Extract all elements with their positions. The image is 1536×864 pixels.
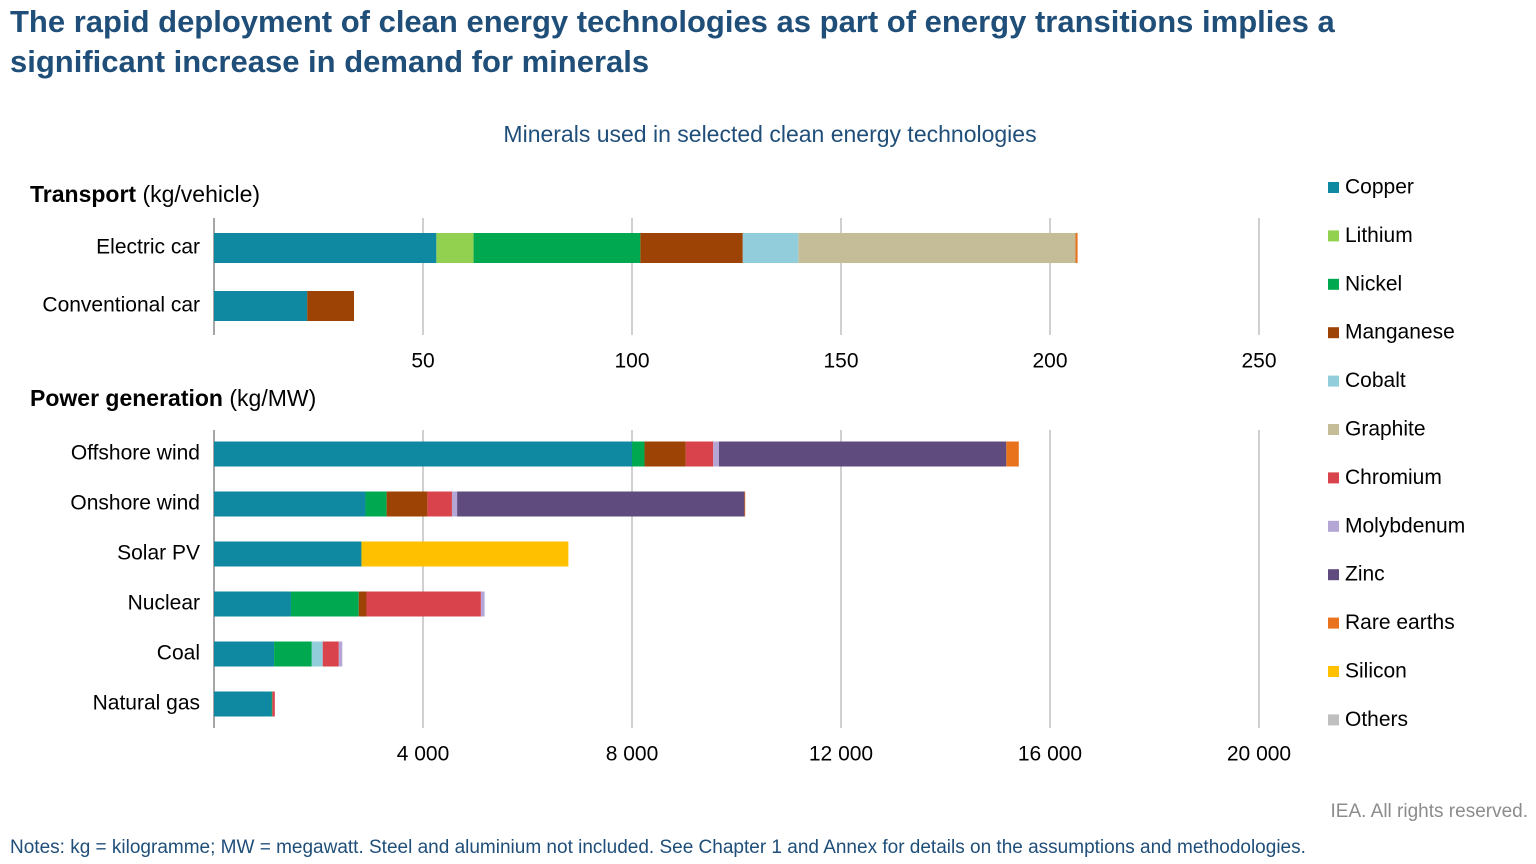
bar-segment xyxy=(644,441,686,467)
bar-segment xyxy=(214,591,291,617)
legend-label: Molybdenum xyxy=(1345,514,1465,537)
legend-label: Copper xyxy=(1345,176,1414,199)
legend-swatch xyxy=(1328,230,1339,242)
bar-segment xyxy=(427,491,452,517)
bar-segment xyxy=(718,441,1007,467)
x-tick-label: 16 000 xyxy=(1018,743,1082,766)
bar-segment xyxy=(451,491,458,517)
legend-label: Cobalt xyxy=(1345,369,1406,392)
bar-segment xyxy=(307,291,355,321)
legend-swatch xyxy=(1328,666,1339,677)
bar-segment xyxy=(742,233,799,263)
category-label: Conventional car xyxy=(42,294,200,317)
bar-segment xyxy=(311,641,323,667)
bar-segment xyxy=(322,641,339,667)
bar-segment xyxy=(214,491,366,517)
panel-unit: (kg/vehicle) xyxy=(142,181,260,207)
bar-segment xyxy=(274,641,312,667)
bar-segment xyxy=(457,491,745,517)
legend-swatch xyxy=(1328,714,1339,726)
legend-swatch xyxy=(1328,569,1339,581)
bar-segment xyxy=(271,691,273,717)
bar-segment xyxy=(214,691,272,717)
x-tick-label: 12 000 xyxy=(809,743,873,766)
notes: Notes: kg = kilogramme; MW = megawatt. S… xyxy=(10,837,1306,858)
category-label: Natural gas xyxy=(93,692,200,715)
bar-segment xyxy=(214,641,275,667)
legend-label: Rare earths xyxy=(1345,611,1455,634)
bar-segment xyxy=(214,541,362,567)
x-tick-label: 200 xyxy=(1032,350,1067,373)
bar-segment xyxy=(290,591,359,617)
category-label: Electric car xyxy=(96,236,200,259)
panel-unit: (kg/MW) xyxy=(229,385,316,411)
panel-title: Transport (kg/vehicle) xyxy=(30,181,260,207)
category-label: Offshore wind xyxy=(71,442,200,465)
category-label: Nuclear xyxy=(128,592,200,615)
x-tick-label: 250 xyxy=(1241,350,1276,373)
x-tick-label: 20 000 xyxy=(1227,743,1291,766)
headline: The rapid deployment of clean energy tec… xyxy=(10,4,1335,79)
bar-segment xyxy=(632,441,645,467)
category-label: Onshore wind xyxy=(70,492,200,515)
bar-segment xyxy=(685,441,714,467)
legend-swatch xyxy=(1328,520,1339,532)
bar-segment xyxy=(214,441,632,467)
bar-segment xyxy=(798,233,1076,263)
bar-segment xyxy=(640,233,743,263)
legend-label: Zinc xyxy=(1345,563,1385,586)
legend-label: Others xyxy=(1345,708,1408,731)
panel-name: Transport xyxy=(30,181,136,207)
bar-segment xyxy=(1006,441,1019,467)
category-label: Solar PV xyxy=(117,542,200,565)
legend-swatch xyxy=(1328,617,1339,629)
bar-segment xyxy=(361,541,569,567)
bar-segment xyxy=(366,591,481,617)
bar-segment xyxy=(358,591,367,617)
legend-label: Lithium xyxy=(1345,224,1413,247)
bar-segment xyxy=(214,233,437,263)
bar-segment xyxy=(1075,233,1078,263)
bar-segment xyxy=(272,691,275,717)
legend-label: Chromium xyxy=(1345,466,1442,489)
legend-label: Graphite xyxy=(1345,418,1426,441)
subtitle: Minerals used in selected clean energy t… xyxy=(503,121,1036,147)
legend-swatch xyxy=(1328,327,1339,339)
bar-segment xyxy=(473,233,641,263)
bar-segment xyxy=(214,291,308,321)
legend-swatch xyxy=(1328,424,1339,435)
legend-swatch xyxy=(1328,182,1339,193)
bar-segment xyxy=(365,491,387,517)
bar-segment xyxy=(744,491,746,517)
bar-segment xyxy=(480,591,485,617)
legend-label: Manganese xyxy=(1345,321,1455,344)
x-tick-label: 50 xyxy=(411,350,434,373)
x-tick-label: 8 000 xyxy=(606,743,659,766)
legend-label: Silicon xyxy=(1345,660,1407,683)
legend-label: Nickel xyxy=(1345,272,1402,295)
bar-segment xyxy=(386,491,428,517)
bar-segment xyxy=(338,641,343,667)
credit: IEA. All rights reserved. xyxy=(1331,801,1528,822)
panel-name: Power generation xyxy=(30,385,223,411)
bar-segment xyxy=(713,441,719,467)
x-tick-label: 150 xyxy=(823,350,858,373)
legend-swatch xyxy=(1328,472,1339,484)
x-tick-label: 100 xyxy=(614,350,649,373)
panel-title: Power generation (kg/MW) xyxy=(30,385,316,411)
legend-swatch xyxy=(1328,375,1339,387)
bar-segment xyxy=(436,233,474,263)
category-label: Coal xyxy=(157,642,200,665)
legend-swatch xyxy=(1328,278,1339,290)
x-tick-label: 4 000 xyxy=(397,743,450,766)
